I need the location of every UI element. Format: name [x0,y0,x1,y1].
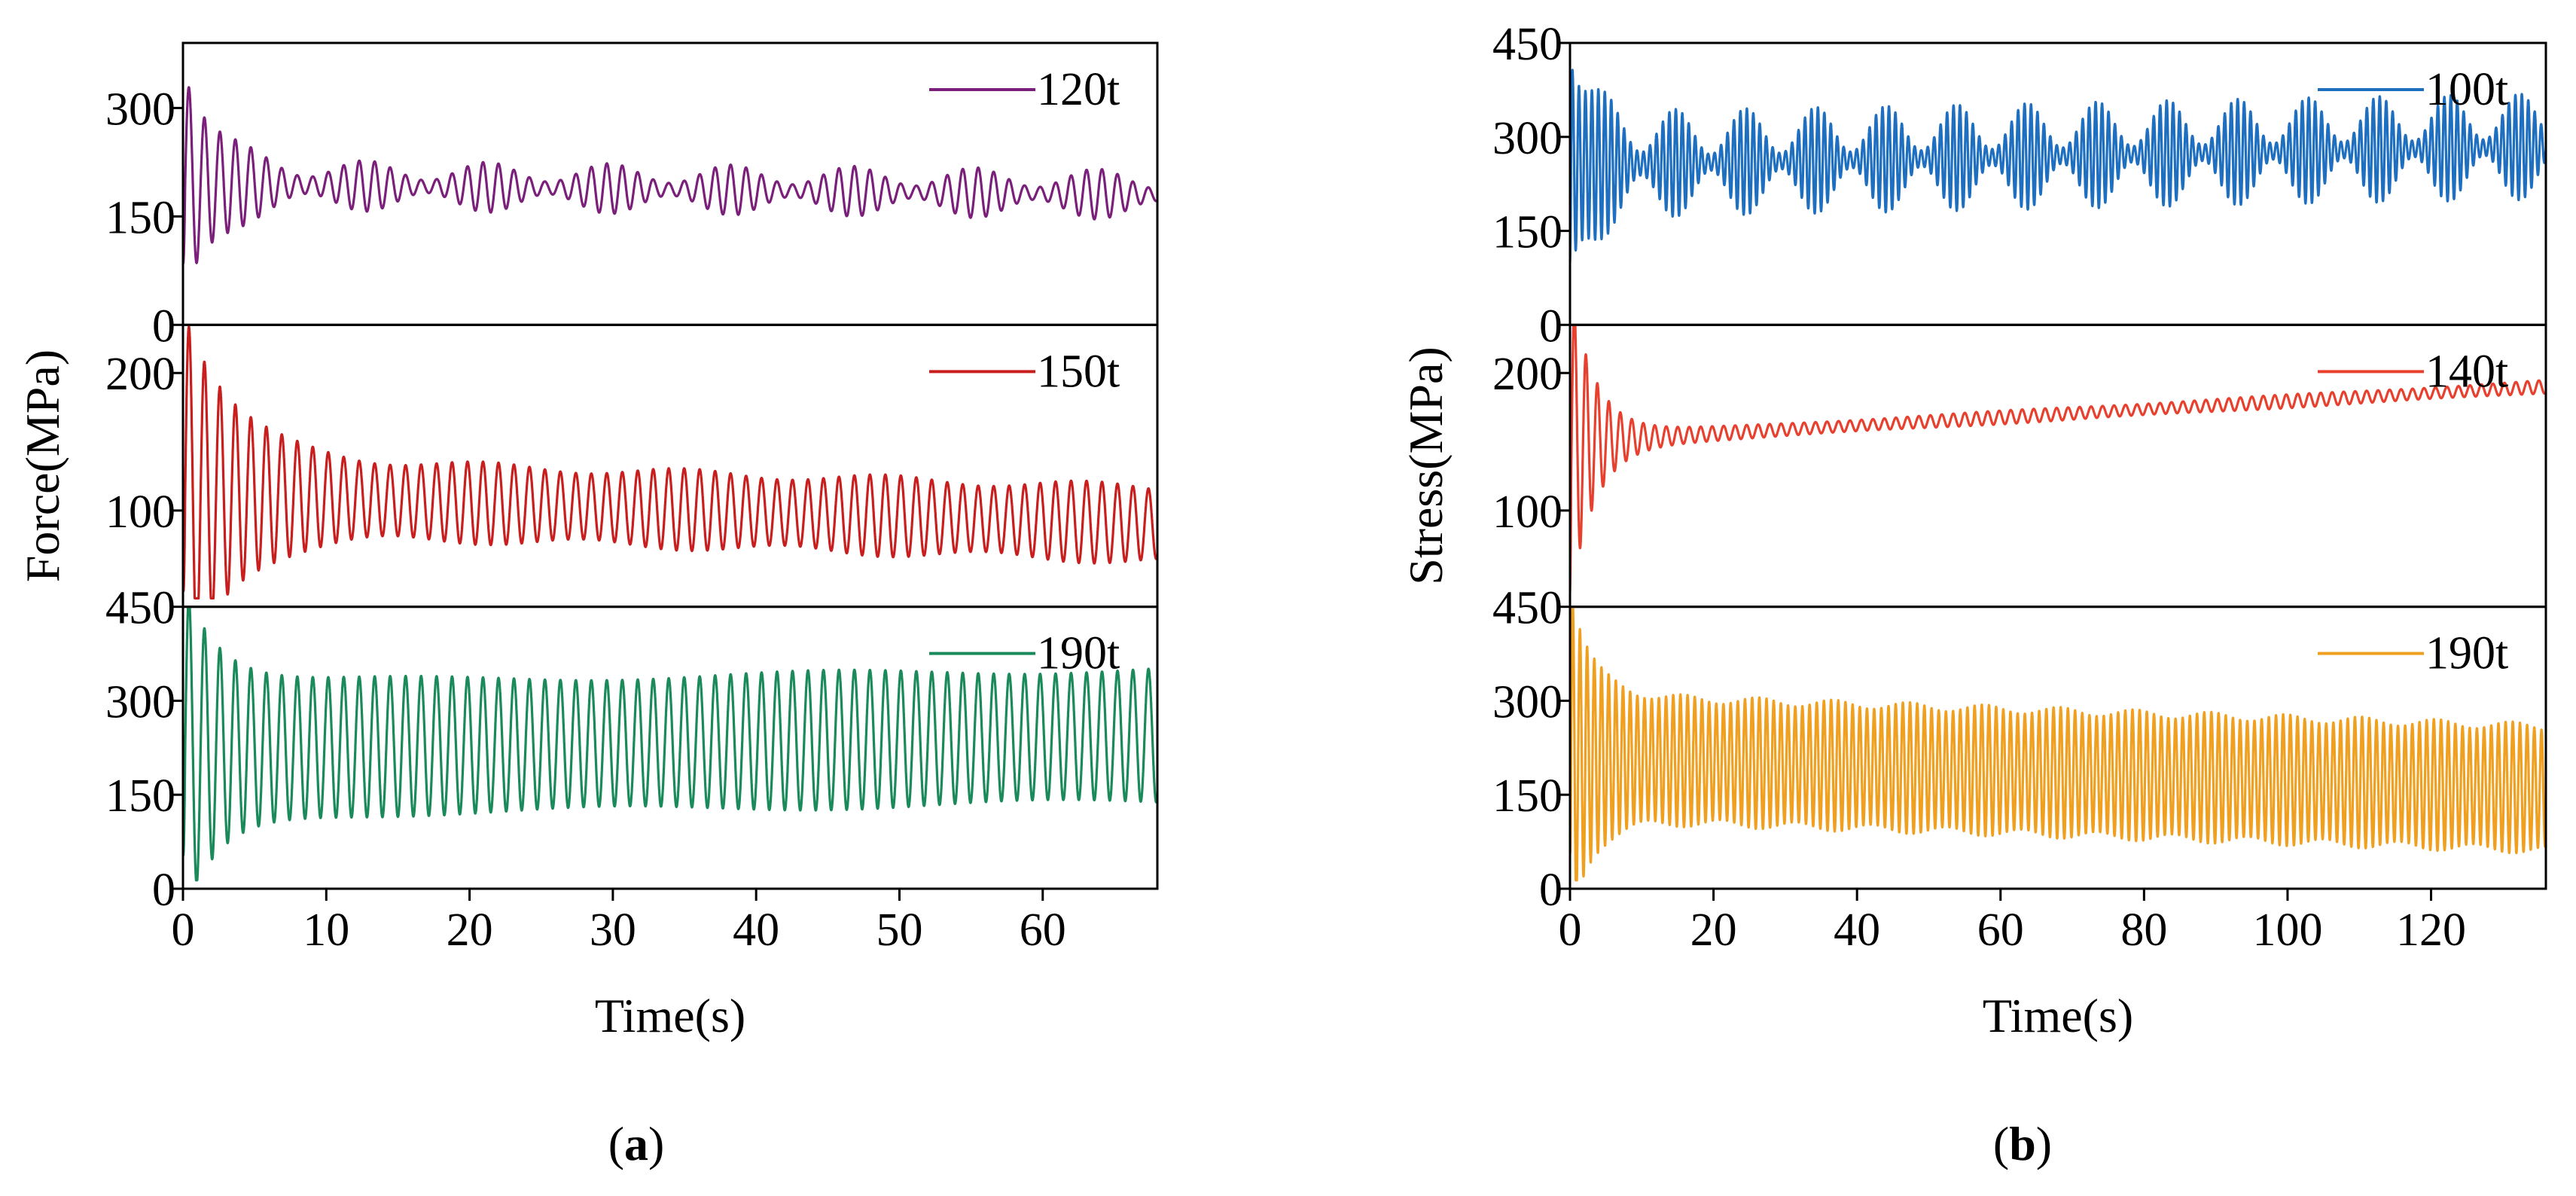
y-tick-label: 300 [1492,113,1562,164]
chart-b-panel-2: 100 200 140t [1492,323,2547,609]
x-tick-label: 10 [303,905,349,956]
plot-frame [181,606,1159,890]
chart-b: 0 150 300 450 100t 100 200 140t 0 150 300 450 190t 0 2… [1399,19,2547,1042]
legend-label-190t: 190t [1037,628,1120,679]
caption-a: (a) [608,1117,665,1170]
plot-frame [1568,606,2547,890]
x-tick-label: 20 [1690,905,1737,956]
chart-a-panel-2: 100 200 150t [105,323,1159,609]
x-tick-label: 100 [2252,905,2322,956]
y-tick-label: 450 [1492,583,1562,634]
y-tick-label: 100 [1492,487,1562,538]
series-line-120t [183,86,1157,265]
x-tick-label: 40 [733,905,779,956]
series-line-190t [183,606,1157,882]
y-tick-label: 0 [152,865,175,916]
y-tick-label: 450 [1492,19,1562,70]
caption-b-close: ) [2036,1117,2052,1170]
y-tick-label: 200 [1492,349,1562,400]
caption-b: (b) [1993,1117,2052,1170]
legend-label-140t: 140t [2425,346,2508,397]
y-tick-label: 150 [1492,770,1562,822]
y-tick-label: 200 [105,349,175,400]
y-tick-label: 150 [105,192,175,243]
legend-label-190t: 190t [2425,628,2508,679]
x-tick-label: 60 [1020,905,1066,956]
caption-a-letter: a [624,1117,648,1170]
y-tick-label: 300 [1492,676,1562,728]
series-line-150t [183,325,1157,600]
legend-label-100t: 100t [2425,64,2508,115]
y-axis-title: Force(MPa) [16,349,69,582]
x-tick-label: 0 [1559,905,1582,956]
series-line-190t [1570,606,2546,882]
y-tick-label: 150 [105,770,175,822]
y-tick-label: 0 [1539,865,1562,916]
x-tick-label: 50 [876,905,922,956]
y-tick-label: 450 [105,583,175,634]
x-axis-title: Time(s) [1983,989,2133,1042]
series-line-100t [1570,69,2546,263]
x-tick-label: 60 [1977,905,2024,956]
caption-b-open: ( [1993,1117,2009,1170]
y-tick-label: 0 [1539,301,1562,352]
caption-a-open: ( [608,1117,624,1170]
x-tick-label: 120 [2396,905,2466,956]
x-tick-label: 0 [172,905,195,956]
x-tick-label: 80 [2120,905,2167,956]
chart-b-panel-1: 0 150 300 450 100t [1492,19,2547,352]
legend-label-120t: 120t [1037,64,1120,115]
caption-a-close: ) [648,1117,664,1170]
x-tick-label: 40 [1834,905,1880,956]
y-axis-title: Stress(MPa) [1399,346,1453,584]
series-line-140t [1570,325,2546,593]
y-tick-label: 100 [105,487,175,538]
chart-a: 0 150 300 120t 100 200 150t 0 150 300 450 190t 0 10 20… [16,41,1159,1042]
chart-b-panel-3: 0 150 300 450 190t [1492,583,2547,916]
x-axis-title: Time(s) [595,989,745,1042]
x-tick-label: 30 [590,905,636,956]
chart-a-panel-3: 0 150 300 450 190t [105,583,1159,916]
legend-label-150t: 150t [1037,346,1120,397]
caption-b-letter: b [2009,1117,2036,1170]
y-tick-label: 0 [152,301,175,352]
y-tick-label: 300 [105,676,175,728]
y-tick-label: 300 [105,84,175,135]
x-tick-label: 20 [447,905,493,956]
y-tick-label: 150 [1492,207,1562,258]
